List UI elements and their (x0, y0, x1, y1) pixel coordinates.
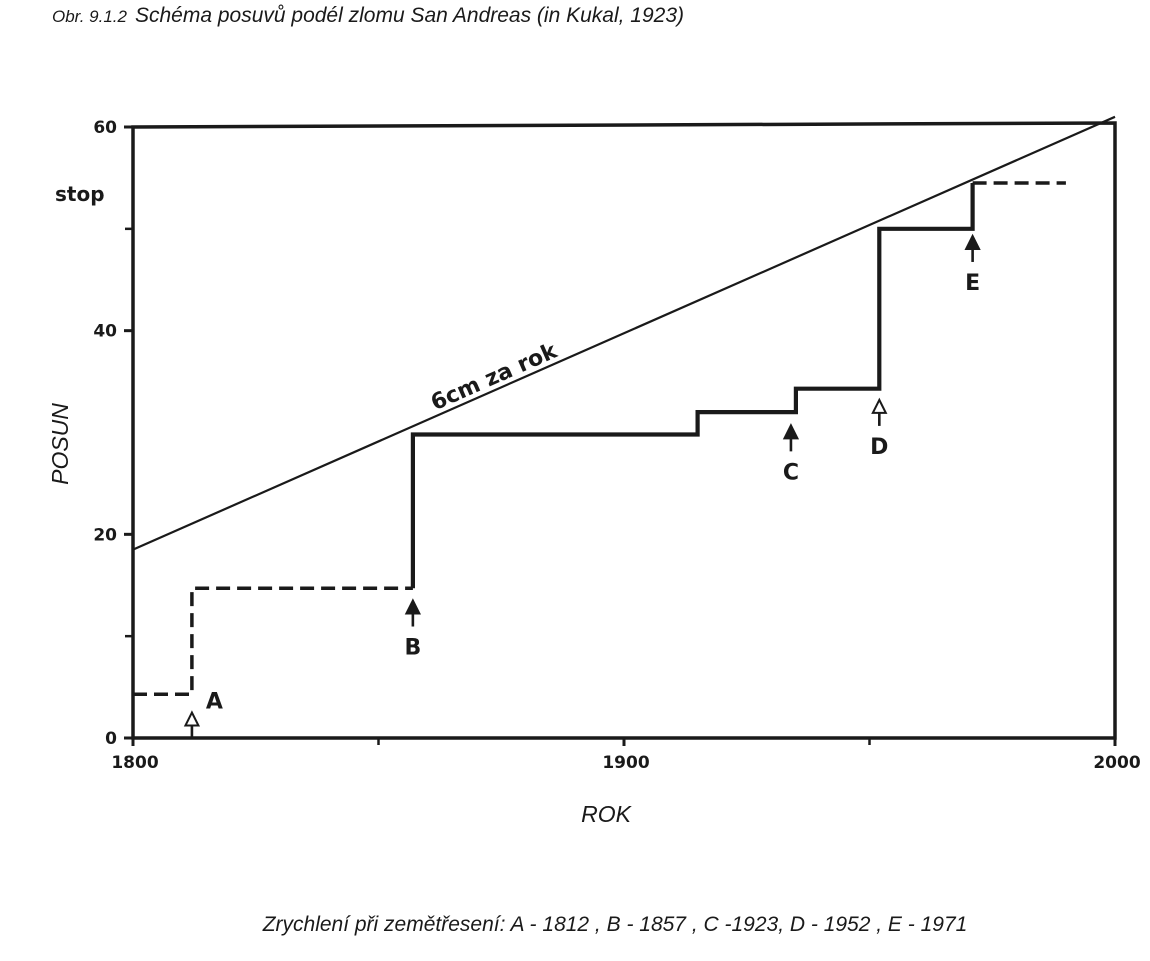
event-marker-c: C (782, 423, 800, 485)
x-axis-title: ROK (581, 801, 633, 827)
y-tick-label: 0 (105, 729, 117, 749)
figure-number: Obr. 9.1.2 (52, 7, 127, 26)
event-marker-a: A (183, 690, 223, 739)
x-tick-label: 1800 (111, 753, 158, 773)
displacement-line-dashed (133, 586, 413, 696)
x-tick-label: 1900 (602, 753, 649, 773)
y-tick-label: 60 (93, 118, 117, 138)
arrow-head-icon (782, 423, 800, 440)
plot-border (131, 121, 1117, 740)
displacement-line-solid (410, 183, 975, 589)
y-axis-title: POSUN (47, 403, 73, 485)
event-marker-d: D (870, 397, 888, 460)
axis-ticks: 0 20 40 60 1800 1900 2000 (93, 118, 1140, 773)
figure-title: Schéma posuvů podél zlomu San Andreas (i… (134, 4, 685, 27)
trend-line-label: 6cm za rok (427, 338, 562, 416)
event-label: E (965, 271, 980, 296)
y-tick-label: 20 (93, 525, 117, 545)
event-label: A (206, 690, 223, 715)
earthquake-events-group: A B C D E (183, 233, 981, 739)
event-marker-e: E (964, 233, 981, 296)
footnote: Zrychlení při zemětřesení: A - 1812 , B … (262, 913, 968, 936)
trend-line-group: 6cm za rok (132, 115, 1116, 551)
event-label: D (870, 435, 888, 460)
displacement-series-group (133, 181, 1066, 696)
arrow-head-icon (183, 710, 201, 727)
arrow-head-icon (964, 233, 981, 250)
trend-line (132, 115, 1116, 551)
event-label: B (404, 636, 421, 661)
chart-frame (131, 121, 1117, 740)
event-marker-b: B (404, 598, 421, 661)
event-label: C (783, 460, 799, 485)
y-tick-label: 40 (93, 322, 117, 342)
x-tick-label: 2000 (1093, 753, 1140, 773)
arrow-head-icon (871, 397, 888, 414)
y-unit-label: stop (55, 182, 105, 206)
arrow-head-icon (404, 598, 421, 615)
figure-caption: Obr. 9.1.2 Schéma posuvů podél zlomu San … (52, 4, 684, 28)
